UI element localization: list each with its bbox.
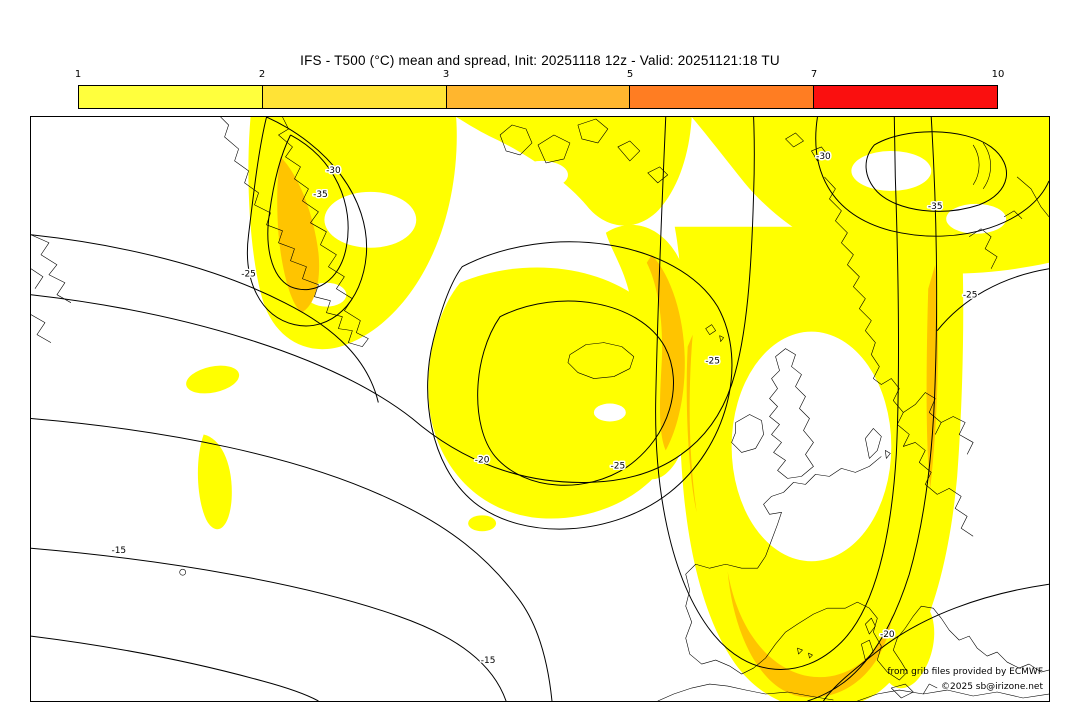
contour-label: -25 [241,270,256,280]
colorbar-tick: 1 [74,69,82,80]
contour-label: -35 [928,202,943,212]
spread-region [456,117,692,226]
faroe-islands [705,324,724,342]
great-britain-coastline [769,348,814,479]
spread-core [277,156,320,313]
colorbar-segment-3-5 [446,86,631,108]
contour-label: -35 [313,190,328,200]
contour-line [815,117,1049,237]
contour-line [655,117,900,671]
coastlines [31,117,1049,701]
scandinavia-coastline [824,176,1023,537]
contour-line [807,117,938,701]
spread-core [926,264,938,489]
spread-core [727,571,893,698]
colorbar-ticks: 1 2 3 5 7 10 [74,69,1005,82]
spread-holes [306,150,1007,562]
spread-region [197,434,232,530]
contour-label: -25 [611,461,626,471]
svalbard-islands [499,118,828,184]
contour-line [267,134,349,291]
contour-line [31,234,379,403]
iceland-coastline [567,342,635,379]
contour-line [31,417,553,701]
spread-region [881,592,935,689]
attribution-copyright: ©2025 sb@irizone.net [941,682,1043,692]
colorbar-tick: 5 [626,69,634,80]
colorbar-segment-7-10 [814,86,997,108]
spread-regions-mid [277,156,938,698]
spread-core [686,334,697,513]
contour-labels: -30 -35 -25 -20 -25 -25 -15 -15 -20 -35 … [110,150,979,667]
spread-region [468,515,497,532]
ireland-coastline [731,414,764,453]
denmark-coastline [865,428,891,459]
mediterranean-islands [797,617,914,699]
contour-label: -25 [705,357,720,367]
contour-line [31,635,319,701]
map-panel: -30 -35 -25 -20 -25 -25 -15 -15 -20 -35 … [30,116,1050,702]
contour-line [31,117,755,483]
colorbar-segment-5-7 [630,86,815,108]
contour-line [427,241,733,530]
weather-map-svg: -30 -35 -25 -20 -25 -25 -15 -15 -20 -35 … [31,117,1049,701]
contour-label: -15 [481,656,496,666]
colorbar-tick: 3 [442,69,450,80]
contour-label: -15 [112,546,127,556]
colorbar-tick: 7 [810,69,818,80]
azores-island [179,568,186,576]
contour-lines [31,117,1049,701]
colorbar-tick: 2 [258,69,266,80]
contour-label: -30 [816,152,831,162]
attribution-source: from grib files provided by ECMWF [887,667,1043,677]
spread-region [186,365,240,394]
greenland-coastline [220,117,369,347]
contour-line [477,300,674,486]
spread-region [428,267,685,519]
contour-label: -30 [326,166,341,176]
contour-line [865,131,1007,212]
europe-coastline [685,456,1049,681]
colorbar-segment-1-2 [79,86,263,108]
africa-coastline [657,683,1049,701]
labrador-coastline [31,234,72,343]
contour-label: -25 [963,291,978,301]
spread-core [646,254,685,451]
colorbar-segment-2-3 [262,86,447,108]
contour-line [247,117,368,327]
contour-label: -20 [475,455,490,465]
colorbar-tick: 10 [991,69,1005,80]
contour-line [823,583,1049,701]
contour-label: -20 [880,630,895,640]
contour-line [31,547,507,701]
colorbar [78,85,998,109]
chart-title: IFS - T500 (°C) mean and spread, Init: 2… [300,53,780,68]
contour-line [936,268,1049,331]
arctic-islands [972,142,1049,218]
